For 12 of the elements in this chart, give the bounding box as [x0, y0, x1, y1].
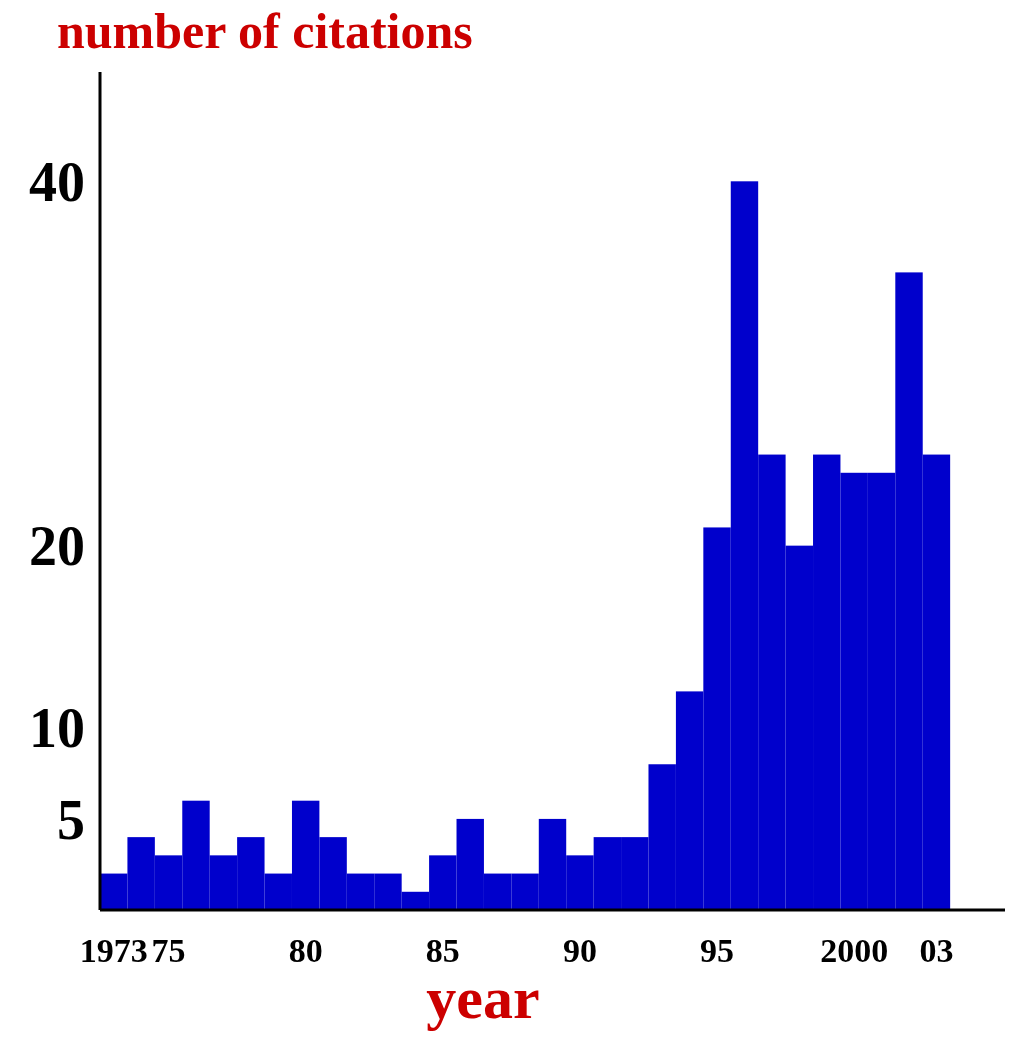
x-tick-label: 90	[562, 931, 597, 969]
x-tick-label: 75	[151, 931, 186, 969]
x-tick-label: 2000	[820, 931, 889, 969]
y-tick-label: 40	[29, 150, 85, 213]
x-tick-label: 1973	[79, 931, 148, 969]
y-tick-label: 5	[57, 788, 85, 851]
x-tick-label: 95	[700, 931, 735, 969]
x-tick-label: 80	[288, 931, 323, 969]
chart-title: number of citations	[57, 3, 473, 59]
y-tick-label: 20	[29, 515, 85, 578]
y-tick-label: 10	[29, 697, 85, 760]
x-tick-label: 03	[919, 931, 954, 969]
